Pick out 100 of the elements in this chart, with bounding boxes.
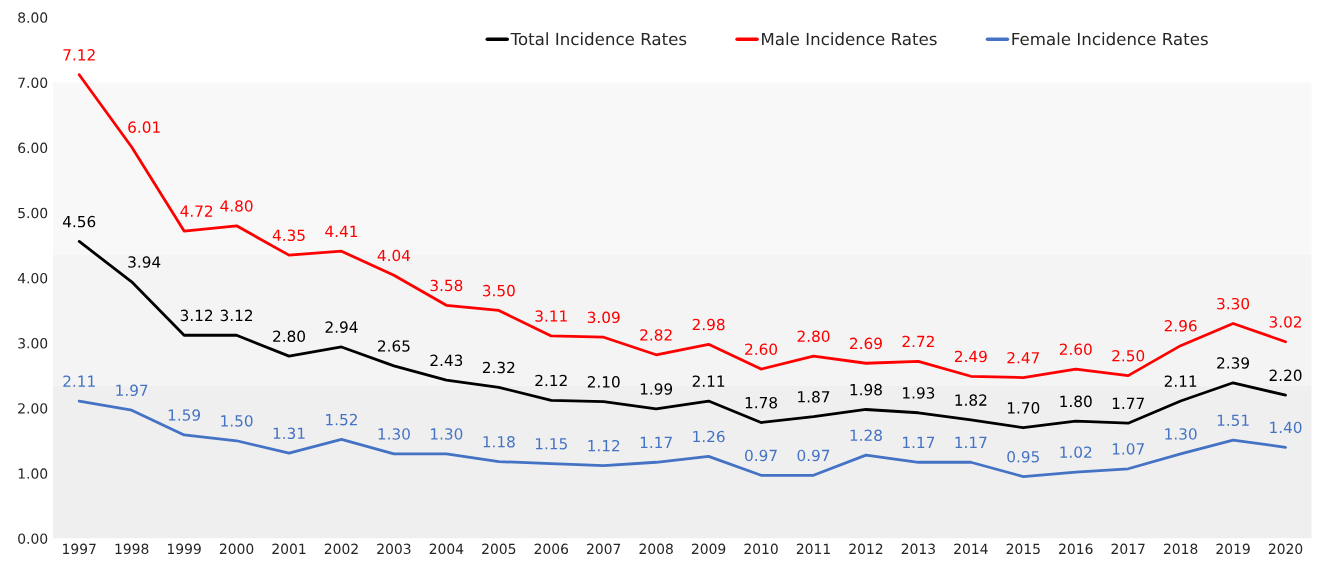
y-tick-label: 6.00 — [18, 142, 48, 154]
data-label: 4.56 — [62, 215, 96, 228]
legend-label: Total Incidence Rates — [510, 32, 687, 46]
data-label: 1.02 — [1060, 446, 1092, 458]
x-tick-label: 2010 — [744, 543, 778, 555]
data-label: 1.87 — [798, 391, 830, 403]
x-tick-label: 2004 — [429, 543, 464, 555]
data-label: 3.30 — [1217, 297, 1250, 310]
data-label: 1.51 — [1217, 414, 1249, 427]
data-label: 2.94 — [325, 321, 358, 333]
y-tick-label: 0.00 — [18, 533, 48, 544]
x-tick-label: 2017 — [1111, 543, 1145, 555]
data-label: 2.72 — [902, 335, 934, 348]
data-label: 0.97 — [745, 449, 777, 462]
x-tick-label: 2018 — [1163, 543, 1198, 555]
data-label: 2.11 — [692, 375, 725, 387]
data-label: 1.93 — [903, 387, 935, 399]
data-label: 3.02 — [1269, 316, 1301, 328]
data-label: 2.82 — [640, 329, 672, 341]
x-tick-label: 2013 — [901, 543, 935, 555]
data-label: 1.77 — [1112, 397, 1144, 409]
data-label: 4.41 — [325, 225, 358, 237]
data-label: 2.69 — [850, 337, 882, 350]
data-label: 2.20 — [1269, 369, 1302, 382]
x-tick-label: 1999 — [167, 543, 201, 555]
data-label: 2.47 — [1007, 351, 1039, 364]
data-label: 1.82 — [955, 394, 987, 406]
data-label: 4.80 — [220, 200, 253, 212]
data-label: 3.12 — [220, 309, 253, 322]
y-tick-label: 4.00 — [17, 272, 48, 284]
data-label: 1.30 — [1165, 428, 1197, 440]
y-tick-label: 2.00 — [18, 403, 48, 414]
data-label: 1.26 — [693, 430, 725, 443]
x-tick-label: 2002 — [324, 543, 358, 555]
data-label: 2.12 — [535, 374, 567, 387]
data-label: 1.15 — [535, 438, 567, 450]
y-tick-label: 1.00 — [18, 468, 48, 479]
data-label: 3.09 — [587, 311, 620, 324]
x-tick-label: 2015 — [1006, 543, 1040, 555]
data-label: 1.17 — [640, 436, 672, 448]
data-label: 3.12 — [180, 309, 213, 322]
legend-label: Male Incidence Rates — [762, 32, 937, 46]
data-label: 1.78 — [745, 396, 778, 409]
x-tick-label: 2003 — [377, 543, 411, 555]
x-tick-label: 2001 — [272, 543, 306, 555]
data-label: 2.96 — [1164, 320, 1197, 332]
data-label: 1.52 — [326, 413, 357, 426]
data-label: 2.80 — [273, 330, 306, 343]
y-tick-label: 5.00 — [18, 207, 48, 219]
data-label: 2.80 — [797, 330, 830, 343]
x-tick-label: 2006 — [534, 543, 569, 555]
data-label: 1.17 — [955, 436, 987, 448]
x-tick-label: 1997 — [63, 543, 96, 555]
x-tick-label: 2014 — [954, 543, 988, 555]
data-label: 2.65 — [378, 340, 410, 352]
x-tick-label: 2020 — [1268, 543, 1303, 555]
data-label: 3.11 — [535, 310, 567, 322]
data-label: 1.98 — [850, 383, 882, 396]
data-label: 2.49 — [954, 350, 987, 363]
x-tick-label: 2009 — [691, 543, 726, 555]
data-label: 4.72 — [180, 205, 213, 217]
data-label: 1.12 — [588, 439, 620, 452]
x-tick-label: 2011 — [796, 543, 830, 555]
data-label: 1.28 — [850, 429, 882, 442]
data-label: 1.50 — [221, 415, 253, 427]
y-tick-label: 7.00 — [18, 77, 48, 88]
data-label: 1.59 — [168, 409, 201, 421]
data-label: 2.60 — [1059, 343, 1092, 356]
data-label: 2.43 — [430, 354, 463, 367]
data-label: 1.31 — [273, 427, 305, 440]
data-label: 4.04 — [377, 249, 411, 262]
x-tick-label: 2005 — [482, 543, 516, 555]
data-label: 3.58 — [430, 279, 463, 292]
data-label: 1.97 — [116, 384, 148, 397]
y-tick-label: 8.00 — [18, 12, 48, 23]
x-tick-label: 1998 — [115, 543, 149, 555]
data-label: 2.10 — [587, 376, 620, 388]
data-label: 1.17 — [903, 436, 935, 448]
data-label: 2.50 — [1112, 350, 1145, 362]
x-tick-label: 2008 — [639, 543, 673, 555]
data-label: 2.11 — [1164, 375, 1197, 387]
data-label: 1.70 — [1007, 402, 1040, 414]
data-label: 1.30 — [431, 428, 463, 440]
data-label: 6.01 — [128, 121, 160, 133]
data-label: 2.11 — [63, 375, 95, 387]
data-label: 3.50 — [482, 284, 515, 297]
data-label: 2.39 — [1217, 357, 1250, 369]
data-label: 3.94 — [128, 256, 161, 268]
data-label: 1.80 — [1060, 395, 1092, 408]
data-label: 2.98 — [692, 318, 725, 331]
data-label: 1.40 — [1270, 421, 1302, 434]
data-label: 2.32 — [482, 361, 515, 374]
data-label: 0.97 — [797, 449, 830, 462]
x-tick-label: 2000 — [219, 543, 254, 555]
data-label: 2.60 — [745, 343, 778, 356]
x-tick-label: 2012 — [849, 543, 883, 555]
data-label: 4.35 — [272, 229, 305, 242]
x-tick-label: 2016 — [1059, 543, 1093, 555]
x-tick-label: 2019 — [1216, 543, 1250, 555]
data-label: 1.30 — [378, 428, 410, 440]
